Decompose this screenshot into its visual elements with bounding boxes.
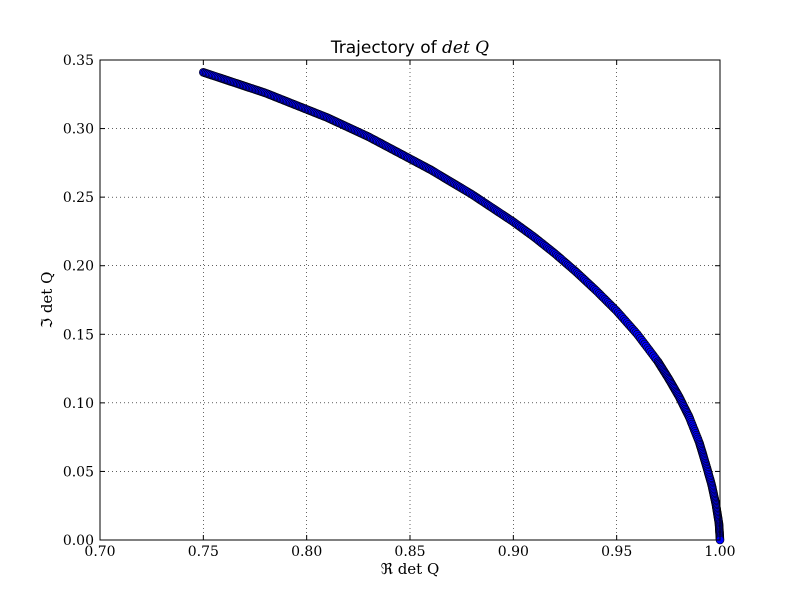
- y-tick-label: 0.10: [63, 396, 94, 412]
- y-tick-label: 0.25: [63, 190, 94, 206]
- y-tick-label: 0.15: [63, 327, 94, 343]
- x-tick-label: 0.80: [291, 544, 322, 560]
- x-tick-label: 0.75: [188, 544, 219, 560]
- y-tick-label: 0.20: [63, 259, 94, 275]
- x-tick-label: 0.70: [84, 544, 115, 560]
- chart-title: Trajectory of det Q: [330, 38, 489, 58]
- chart-title-prefix: Trajectory of: [330, 38, 442, 58]
- y-tick-label: 0.30: [63, 122, 94, 138]
- x-tick-label: 0.90: [498, 544, 529, 560]
- x-tick-label: 0.85: [394, 544, 425, 560]
- axis-ticks: 0.70 0.75 0.80 0.85 0.90 0.95 1.00 0.00 0.05 0.10…: [63, 53, 736, 560]
- data-series: [199, 68, 725, 545]
- x-tick-label: 0.95: [601, 544, 632, 560]
- y-axis-label: ℑ det Q: [38, 272, 56, 329]
- x-axis-label: ℜ det Q: [381, 560, 440, 578]
- x-tick-label: 1.00: [704, 544, 735, 560]
- y-tick-label: 0.05: [63, 464, 94, 480]
- y-tick-label: 0.00: [63, 533, 94, 549]
- chart-title-math: det Q: [442, 38, 489, 58]
- y-tick-label: 0.35: [63, 53, 94, 69]
